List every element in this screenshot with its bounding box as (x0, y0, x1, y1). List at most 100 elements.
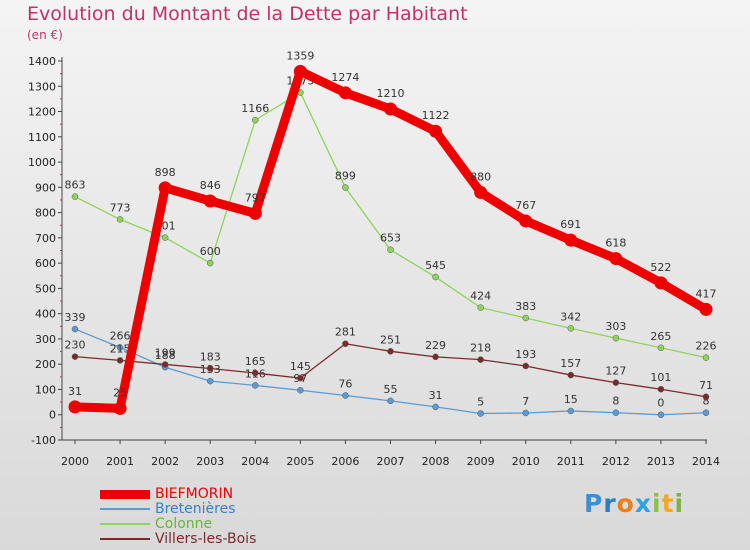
data-point-breteni-res (432, 403, 439, 411)
x-tick-label: 2014 (692, 455, 720, 468)
data-point-villers-les-bois (206, 365, 214, 372)
data-point-biefmorin (113, 401, 127, 415)
data-point-breteni-res (206, 377, 214, 385)
data-label-breteni-res: 188 (155, 349, 176, 362)
data-label-biefmorin: 31 (68, 385, 82, 398)
data-label-biefmorin: 1210 (377, 87, 405, 100)
data-label-biefmorin: 417 (696, 287, 717, 300)
data-point-colonne (477, 304, 484, 311)
data-label-colonne: 303 (605, 320, 626, 333)
data-point-breteni-res (612, 409, 620, 416)
y-tick-label: 1100 (28, 131, 56, 144)
data-label-villers-les-bois: 193 (515, 348, 536, 361)
x-tick-label: 2001 (106, 455, 134, 468)
y-tick-label: 1400 (28, 55, 56, 68)
chart-title: Evolution du Montant de la Dette par Hab… (27, 3, 468, 25)
data-point-breteni-res (71, 325, 79, 333)
y-tick-label: 800 (35, 207, 56, 220)
data-label-villers-les-bois: 157 (560, 357, 581, 370)
legend-swatch (100, 523, 150, 525)
data-point-villers-les-bois (71, 353, 79, 360)
data-label-villers-les-bois: 229 (425, 339, 446, 352)
data-label-villers-les-bois: 165 (245, 355, 266, 368)
data-label-villers-les-bois: 199 (155, 346, 176, 359)
data-point-breteni-res (252, 382, 259, 389)
data-label-colonne: 653 (380, 232, 401, 245)
y-tick-label: 1000 (28, 156, 56, 169)
data-label-villers-les-bois: 281 (335, 326, 356, 339)
data-label-colonne: 226 (696, 340, 717, 353)
x-tick-label: 2004 (241, 455, 269, 468)
data-label-breteni-res: 31 (429, 389, 443, 402)
x-tick-label: 2006 (331, 455, 359, 468)
data-label-biefmorin: 797 (245, 191, 266, 204)
y-tick-label: 0 (49, 409, 56, 422)
data-point-breteni-res (567, 407, 575, 415)
data-point-breteni-res (702, 409, 710, 416)
y-tick-label: 200 (35, 358, 56, 371)
legend-label: Bretenières (155, 501, 236, 517)
data-point-colonne (71, 193, 79, 200)
data-label-colonne: 545 (425, 259, 446, 272)
y-tick-label: 300 (35, 333, 56, 346)
data-label-breteni-res: 76 (338, 378, 352, 391)
data-point-biefmorin (474, 185, 488, 199)
legend-label: Villers-les-Bois (155, 531, 257, 547)
data-label-biefmorin: 618 (605, 237, 626, 250)
data-point-villers-les-bois (116, 357, 124, 364)
legend-label: BIEFMORIN (155, 486, 234, 502)
data-point-colonne (522, 314, 529, 322)
x-tick-label: 2012 (602, 455, 630, 468)
data-label-colonne: 1166 (241, 102, 269, 115)
data-point-colonne (206, 259, 214, 267)
data-label-breteni-res: 7 (522, 395, 529, 408)
x-tick-label: 2009 (467, 455, 495, 468)
data-label-biefmorin: 522 (650, 261, 671, 274)
data-label-breteni-res: 8 (612, 395, 619, 408)
data-point-colonne (387, 246, 394, 253)
y-tick-label: 1300 (28, 80, 56, 93)
y-tick-label: 1200 (28, 106, 56, 119)
data-point-breteni-res (116, 344, 124, 351)
data-label-biefmorin: 1359 (286, 49, 314, 62)
data-label-colonne: 342 (560, 310, 581, 323)
y-tick-label: 900 (35, 181, 56, 194)
data-point-colonne (342, 184, 349, 191)
data-point-villers-les-bois (567, 371, 575, 379)
data-label-breteni-res: 339 (65, 311, 86, 324)
data-point-villers-les-bois (477, 356, 484, 363)
data-label-breteni-res: 266 (110, 330, 131, 343)
data-label-colonne: 424 (470, 290, 491, 303)
data-label-colonne: 600 (200, 245, 221, 258)
x-tick-label: 2011 (557, 455, 585, 468)
data-label-biefmorin: 846 (200, 179, 221, 192)
data-point-villers-les-bois (612, 379, 620, 386)
proxiti-logo: Proxiti (584, 489, 685, 518)
y-tick-label: 500 (35, 282, 56, 295)
data-label-villers-les-bois: 183 (200, 350, 221, 363)
data-point-villers-les-bois (387, 348, 394, 355)
data-point-biefmorin (429, 124, 443, 138)
data-point-biefmorin (248, 206, 262, 220)
y-tick-label: 600 (35, 257, 56, 270)
x-tick-label: 2007 (377, 455, 405, 468)
data-point-colonne (252, 116, 259, 124)
data-label-villers-les-bois: 101 (650, 371, 671, 384)
data-point-colonne (567, 325, 575, 332)
data-point-colonne (612, 334, 620, 342)
data-point-breteni-res (477, 410, 484, 417)
data-point-villers-les-bois (657, 385, 665, 393)
data-label-biefmorin: 880 (470, 170, 491, 183)
legend-swatch (100, 538, 150, 540)
data-point-breteni-res (297, 386, 304, 394)
data-point-biefmorin (68, 400, 82, 414)
unit-label: (en €) (27, 28, 63, 42)
data-point-biefmorin (158, 181, 172, 195)
data-label-villers-les-bois: 71 (699, 379, 713, 392)
data-label-villers-les-bois: 251 (380, 333, 401, 346)
data-point-biefmorin (654, 276, 668, 290)
data-point-colonne (161, 234, 169, 241)
data-label-breteni-res: 5 (477, 395, 484, 408)
data-point-biefmorin (564, 233, 578, 247)
data-point-biefmorin (519, 214, 533, 228)
